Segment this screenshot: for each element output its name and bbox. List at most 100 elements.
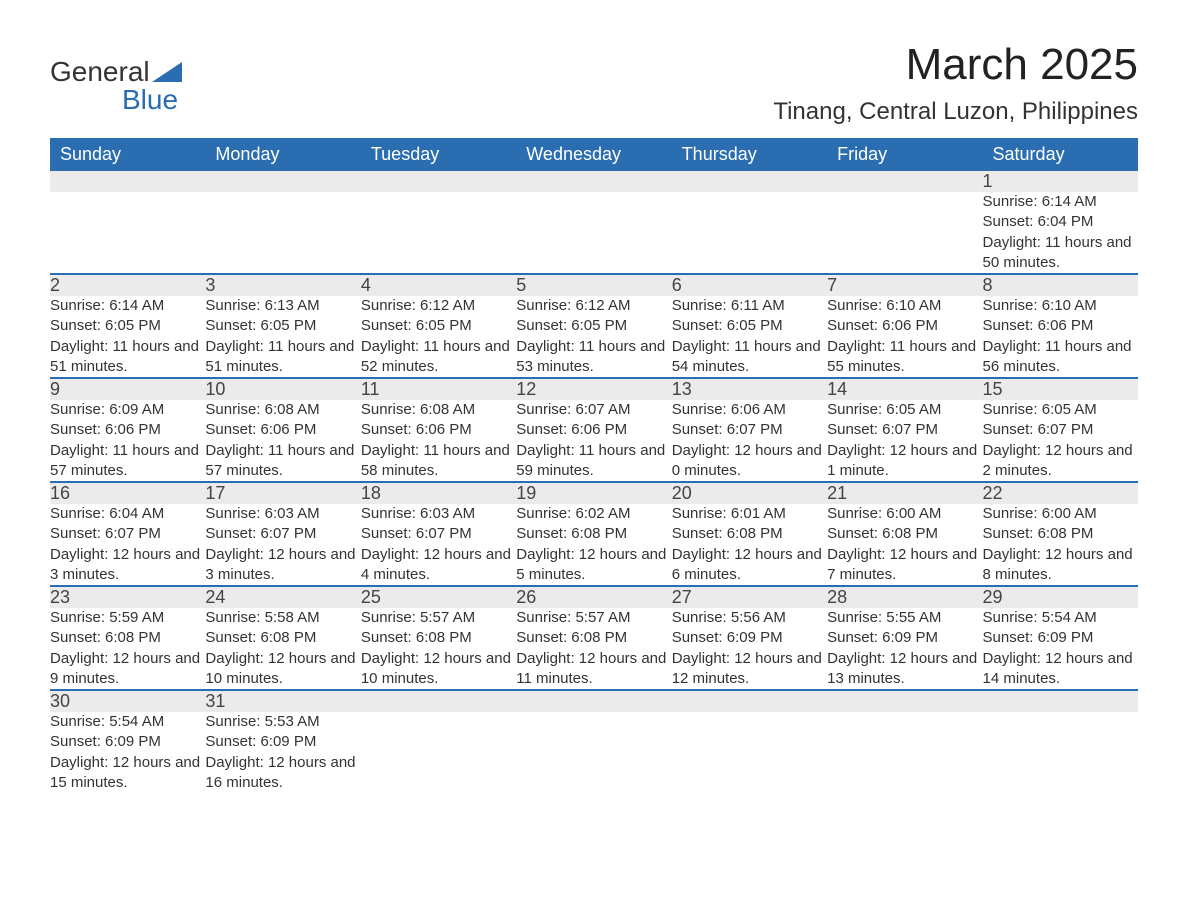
- info-row: Sunrise: 6:14 AMSunset: 6:04 PMDaylight:…: [50, 192, 1138, 274]
- sunrise-text: Sunrise: 5:53 AM: [205, 712, 360, 732]
- daynum-row: 9101112131415: [50, 378, 1138, 400]
- daylight-text: Daylight: 12 hours and 14 minutes.: [983, 649, 1138, 690]
- day-number-cell: 23: [50, 586, 205, 608]
- day-number-cell: 1: [983, 171, 1138, 192]
- sunset-text: Sunset: 6:06 PM: [361, 420, 516, 440]
- sunset-text: Sunset: 6:05 PM: [672, 316, 827, 336]
- day-number-cell: 28: [827, 586, 982, 608]
- day-info-cell: Sunrise: 5:55 AMSunset: 6:09 PMDaylight:…: [827, 608, 982, 690]
- daylight-text: Daylight: 12 hours and 7 minutes.: [827, 545, 982, 586]
- day-info-cell: Sunrise: 6:03 AMSunset: 6:07 PMDaylight:…: [361, 504, 516, 586]
- sunrise-text: Sunrise: 6:14 AM: [983, 192, 1138, 212]
- sunset-text: Sunset: 6:07 PM: [205, 524, 360, 544]
- day-info-cell: Sunrise: 6:13 AMSunset: 6:05 PMDaylight:…: [205, 296, 360, 378]
- daylight-text: Daylight: 11 hours and 59 minutes.: [516, 441, 671, 482]
- day-info-cell: Sunrise: 5:58 AMSunset: 6:08 PMDaylight:…: [205, 608, 360, 690]
- day-info-cell: Sunrise: 6:12 AMSunset: 6:05 PMDaylight:…: [516, 296, 671, 378]
- day-info-cell: Sunrise: 5:59 AMSunset: 6:08 PMDaylight:…: [50, 608, 205, 690]
- day-number-cell: 13: [672, 378, 827, 400]
- daylight-text: Daylight: 11 hours and 57 minutes.: [205, 441, 360, 482]
- sunrise-text: Sunrise: 6:08 AM: [361, 400, 516, 420]
- sunset-text: Sunset: 6:07 PM: [361, 524, 516, 544]
- logo-sail-icon: [152, 62, 182, 82]
- sunset-text: Sunset: 6:09 PM: [205, 732, 360, 752]
- sunset-text: Sunset: 6:09 PM: [827, 628, 982, 648]
- sunrise-text: Sunrise: 6:00 AM: [983, 504, 1138, 524]
- day-info-cell: Sunrise: 6:07 AMSunset: 6:06 PMDaylight:…: [516, 400, 671, 482]
- sunrise-text: Sunrise: 6:02 AM: [516, 504, 671, 524]
- sunrise-text: Sunrise: 6:05 AM: [983, 400, 1138, 420]
- daynum-row: 2345678: [50, 274, 1138, 296]
- day-number-cell: 18: [361, 482, 516, 504]
- daylight-text: Daylight: 12 hours and 6 minutes.: [672, 545, 827, 586]
- day-info-cell: Sunrise: 5:53 AMSunset: 6:09 PMDaylight:…: [205, 712, 360, 793]
- day-info-cell: Sunrise: 6:03 AMSunset: 6:07 PMDaylight:…: [205, 504, 360, 586]
- day-info-cell: Sunrise: 6:08 AMSunset: 6:06 PMDaylight:…: [205, 400, 360, 482]
- day-info-cell: Sunrise: 6:04 AMSunset: 6:07 PMDaylight:…: [50, 504, 205, 586]
- sunrise-text: Sunrise: 6:10 AM: [827, 296, 982, 316]
- info-row: Sunrise: 6:04 AMSunset: 6:07 PMDaylight:…: [50, 504, 1138, 586]
- day-number-cell: [827, 690, 982, 712]
- daynum-row: 23242526272829: [50, 586, 1138, 608]
- day-number-cell: 11: [361, 378, 516, 400]
- logo-text-blue: Blue: [122, 86, 182, 114]
- day-number-cell: 9: [50, 378, 205, 400]
- daylight-text: Daylight: 12 hours and 1 minute.: [827, 441, 982, 482]
- day-number-cell: 19: [516, 482, 671, 504]
- day-number-cell: 16: [50, 482, 205, 504]
- day-number-cell: [205, 171, 360, 192]
- daylight-text: Daylight: 12 hours and 12 minutes.: [672, 649, 827, 690]
- day-info-cell: Sunrise: 5:57 AMSunset: 6:08 PMDaylight:…: [516, 608, 671, 690]
- sunrise-text: Sunrise: 6:06 AM: [672, 400, 827, 420]
- day-number-cell: 22: [983, 482, 1138, 504]
- sunrise-text: Sunrise: 6:04 AM: [50, 504, 205, 524]
- day-info-cell: [672, 192, 827, 274]
- daylight-text: Daylight: 12 hours and 10 minutes.: [361, 649, 516, 690]
- day-info-cell: Sunrise: 5:57 AMSunset: 6:08 PMDaylight:…: [361, 608, 516, 690]
- day-info-cell: Sunrise: 6:05 AMSunset: 6:07 PMDaylight:…: [983, 400, 1138, 482]
- info-row: Sunrise: 5:59 AMSunset: 6:08 PMDaylight:…: [50, 608, 1138, 690]
- sunset-text: Sunset: 6:08 PM: [672, 524, 827, 544]
- sunset-text: Sunset: 6:08 PM: [516, 628, 671, 648]
- sunrise-text: Sunrise: 6:12 AM: [516, 296, 671, 316]
- sunrise-text: Sunrise: 6:14 AM: [50, 296, 205, 316]
- sunrise-text: Sunrise: 6:10 AM: [983, 296, 1138, 316]
- info-row: Sunrise: 6:14 AMSunset: 6:05 PMDaylight:…: [50, 296, 1138, 378]
- sunset-text: Sunset: 6:08 PM: [205, 628, 360, 648]
- day-info-cell: [516, 712, 671, 793]
- weekday-header: Thursday: [672, 138, 827, 171]
- day-number-cell: 17: [205, 482, 360, 504]
- daylight-text: Daylight: 12 hours and 9 minutes.: [50, 649, 205, 690]
- daylight-text: Daylight: 12 hours and 15 minutes.: [50, 753, 205, 794]
- daylight-text: Daylight: 11 hours and 51 minutes.: [205, 337, 360, 378]
- daynum-row: 1: [50, 171, 1138, 192]
- sunset-text: Sunset: 6:07 PM: [672, 420, 827, 440]
- sunrise-text: Sunrise: 6:00 AM: [827, 504, 982, 524]
- sunrise-text: Sunrise: 5:55 AM: [827, 608, 982, 628]
- day-number-cell: 31: [205, 690, 360, 712]
- sunset-text: Sunset: 6:05 PM: [205, 316, 360, 336]
- weekday-header: Saturday: [983, 138, 1138, 171]
- day-info-cell: [827, 192, 982, 274]
- sunrise-text: Sunrise: 5:54 AM: [50, 712, 205, 732]
- logo-text-general: General: [50, 58, 150, 86]
- day-number-cell: [672, 171, 827, 192]
- daylight-text: Daylight: 12 hours and 16 minutes.: [205, 753, 360, 794]
- location-subtitle: Tinang, Central Luzon, Philippines: [773, 98, 1138, 126]
- day-info-cell: Sunrise: 6:08 AMSunset: 6:06 PMDaylight:…: [361, 400, 516, 482]
- sunset-text: Sunset: 6:05 PM: [516, 316, 671, 336]
- sunset-text: Sunset: 6:08 PM: [827, 524, 982, 544]
- info-row: Sunrise: 6:09 AMSunset: 6:06 PMDaylight:…: [50, 400, 1138, 482]
- daylight-text: Daylight: 11 hours and 54 minutes.: [672, 337, 827, 378]
- day-number-cell: 15: [983, 378, 1138, 400]
- day-info-cell: [361, 192, 516, 274]
- day-info-cell: Sunrise: 6:11 AMSunset: 6:05 PMDaylight:…: [672, 296, 827, 378]
- info-row: Sunrise: 5:54 AMSunset: 6:09 PMDaylight:…: [50, 712, 1138, 793]
- day-number-cell: [50, 171, 205, 192]
- day-info-cell: [516, 192, 671, 274]
- day-info-cell: [983, 712, 1138, 793]
- daylight-text: Daylight: 11 hours and 53 minutes.: [516, 337, 671, 378]
- day-number-cell: 6: [672, 274, 827, 296]
- sunset-text: Sunset: 6:06 PM: [516, 420, 671, 440]
- month-title: March 2025: [773, 40, 1138, 90]
